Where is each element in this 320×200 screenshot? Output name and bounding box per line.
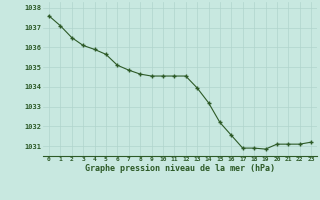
X-axis label: Graphe pression niveau de la mer (hPa): Graphe pression niveau de la mer (hPa): [85, 164, 275, 173]
